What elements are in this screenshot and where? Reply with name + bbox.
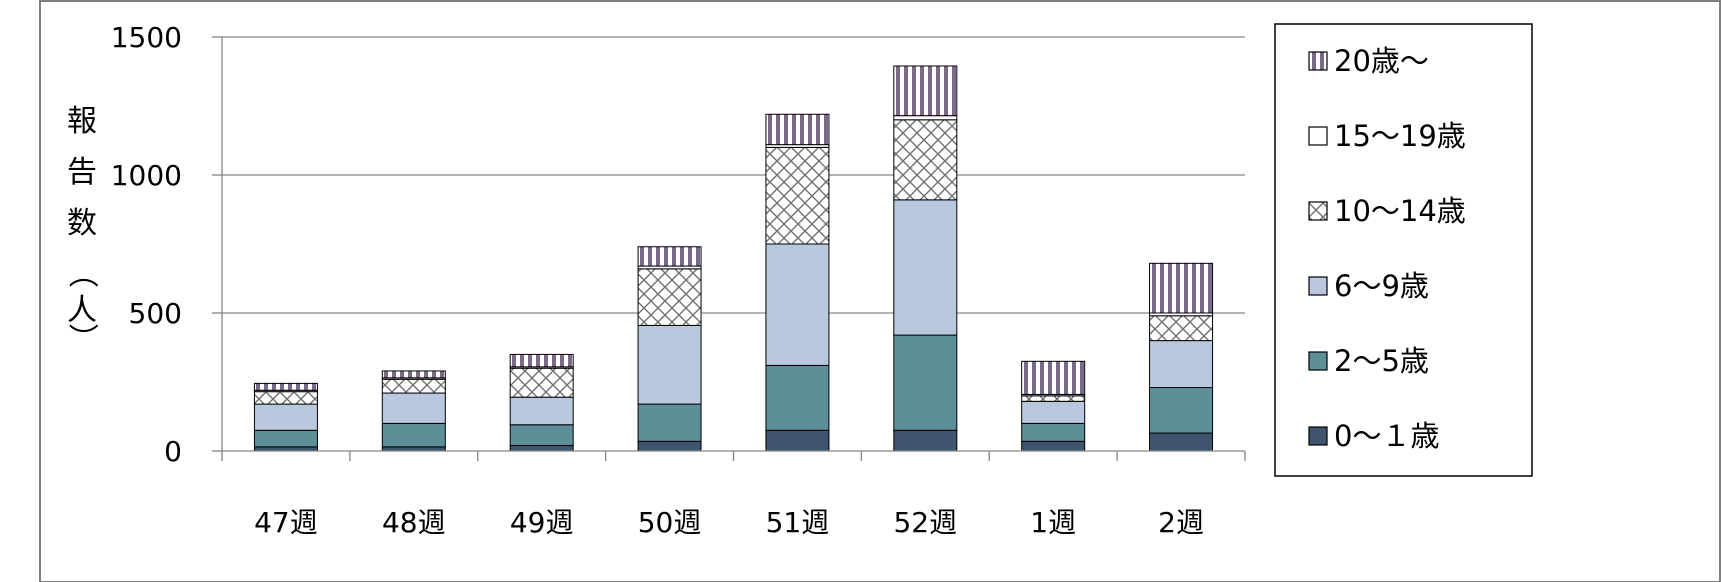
bar-segment-4 [381, 378, 446, 394]
bar-segment-3 [893, 199, 958, 336]
bar-segment-1 [637, 440, 702, 452]
y-tick-label: 500 [129, 297, 182, 330]
x-tick-label: 48週 [382, 506, 446, 539]
bar-segment-6 [381, 370, 446, 379]
bar-segment-4 [765, 146, 830, 245]
bar-segment-4 [1021, 395, 1086, 402]
axes: 0 500 1000 1500 47週 48週 49週 50週 51週 52週 1週 2週 [111, 21, 1246, 539]
y-axis-title-char: （ [64, 258, 99, 288]
legend-label: 6～9歳 [1334, 269, 1429, 303]
bar-segment-4 [509, 367, 574, 398]
legend-label: 20歳～ [1334, 44, 1429, 78]
legend-swatch [1308, 426, 1328, 446]
legend-swatch [1308, 351, 1328, 371]
legend-label: 2～5歳 [1334, 344, 1429, 378]
legend-box [1274, 23, 1533, 477]
x-tick-label: 49週 [510, 506, 574, 539]
bar-segment-2 [765, 364, 830, 431]
y-tick-label: 0 [164, 435, 182, 468]
y-axis-title-char: 報 [67, 104, 97, 139]
x-tick-label: 50週 [638, 506, 702, 539]
bar-segment-1 [893, 429, 958, 452]
bar-segment-3 [765, 243, 830, 366]
bar-segment-2 [253, 429, 318, 448]
legend-swatch [1308, 201, 1328, 221]
bar-segment-3 [637, 324, 702, 405]
bar-segment-2 [893, 334, 958, 431]
bar-segment-2 [1149, 387, 1214, 434]
bar-segment-5 [893, 115, 958, 121]
legend-swatch [1308, 276, 1328, 296]
bar-segment-2 [509, 424, 574, 446]
bar-segment-3 [381, 392, 446, 424]
bar-segment-6 [1149, 262, 1214, 314]
x-tick-label: 2週 [1158, 506, 1204, 539]
x-tick-label: 47週 [254, 506, 318, 539]
bar-segment-3 [253, 403, 318, 431]
bar-segment-6 [893, 65, 958, 117]
bar-segment-1 [1021, 440, 1086, 452]
bar-segment-4 [253, 391, 318, 405]
bar-segment-1 [1149, 432, 1214, 452]
legend-label: 10～14歳 [1334, 194, 1466, 228]
bar-segment-1 [765, 429, 830, 452]
y-tick-label: 1500 [111, 21, 182, 54]
bar-segment-3 [1021, 400, 1086, 424]
bar-segment-6 [509, 353, 574, 368]
bar-segment-1 [509, 444, 574, 452]
legend-label: 0～１歳 [1334, 419, 1439, 453]
y-axis-title-char: ） [64, 323, 99, 353]
bar-segment-6 [1021, 360, 1086, 395]
bar-segment-2 [637, 403, 702, 442]
legend-label: 15～19歳 [1334, 119, 1466, 153]
legend-swatch [1308, 126, 1328, 146]
bars [253, 65, 1214, 452]
y-axis-title-char: 告 [67, 155, 97, 190]
bar-segment-4 [637, 268, 702, 326]
bar-segment-2 [381, 422, 446, 448]
legend-swatch [1308, 51, 1328, 71]
gridlines [222, 36, 1245, 314]
legend: 20歳～ 15～19歳 10～14歳 6～9歳 2～5歳 0～１歳 [1274, 23, 1533, 477]
x-tick-label: 51週 [766, 506, 830, 539]
bar-segment-6 [637, 246, 702, 267]
y-axis-title-char: 数 [67, 206, 97, 241]
bar-segment-3 [509, 396, 574, 426]
x-tick-label: 52週 [893, 506, 957, 539]
bar-segment-2 [1021, 422, 1086, 442]
bar-segment-4 [1149, 315, 1214, 342]
y-axis-title-char: 人 [67, 293, 97, 328]
bar-segment-4 [893, 119, 958, 201]
bar-segment-6 [253, 382, 318, 391]
x-tick-label: 1週 [1030, 506, 1076, 539]
bar-segment-3 [1149, 340, 1214, 389]
y-tick-label: 1000 [111, 159, 182, 192]
bar-segment-6 [765, 113, 830, 146]
y-axis-title: 報告数 （ 人） [64, 104, 99, 353]
